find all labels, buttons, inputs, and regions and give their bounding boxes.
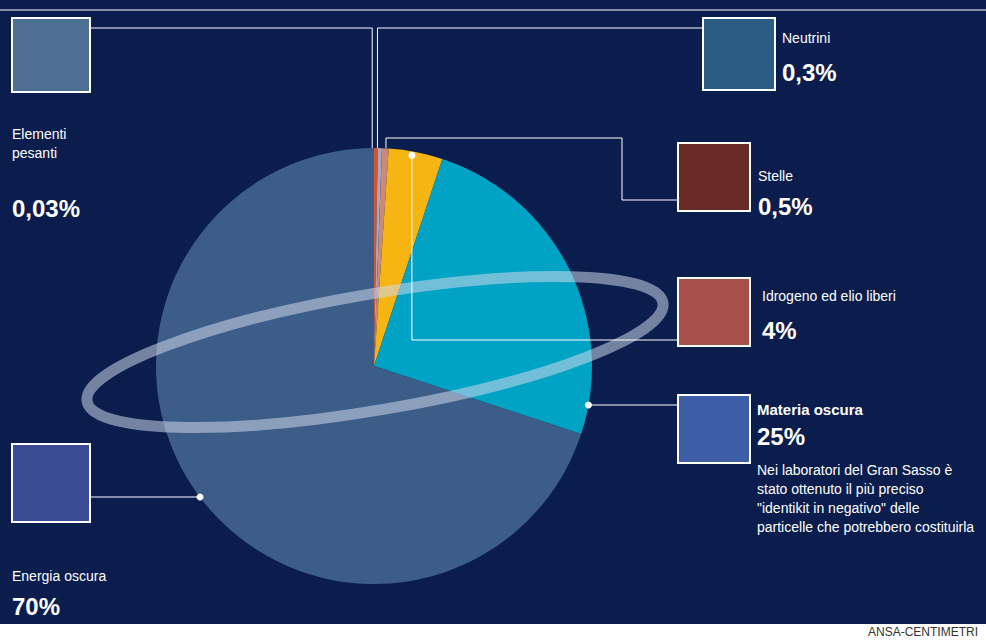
svg-text:25%: 25% — [757, 423, 805, 450]
svg-text:Neutrini: Neutrini — [782, 30, 830, 46]
svg-text:Nei laboratori del Gran Sasso: Nei laboratori del Gran Sasso è — [757, 462, 956, 478]
svg-text:ANSA-CENTIMETRI: ANSA-CENTIMETRI — [868, 625, 978, 639]
svg-text:stato ottenuto il più preciso: stato ottenuto il più preciso — [757, 481, 927, 497]
svg-text:Energia oscura: Energia oscura — [12, 568, 106, 584]
svg-text:70%: 70% — [12, 593, 60, 620]
svg-text:particelle che potrebbero cost: particelle che potrebbero costituirla — [757, 519, 974, 535]
svg-text:0,3%: 0,3% — [782, 59, 837, 86]
svg-text:Elementi: Elementi — [12, 126, 70, 142]
svg-text:0,03%: 0,03% — [12, 195, 80, 222]
svg-text:"identikit in negativo" delle: "identikit in negativo" delle — [757, 500, 923, 516]
svg-text:0,5%: 0,5% — [758, 193, 813, 220]
svg-text:4%: 4% — [762, 317, 797, 344]
svg-text:pesanti: pesanti — [12, 145, 57, 161]
svg-text:Idrogeno ed elio liberi: Idrogeno ed elio liberi — [762, 288, 896, 304]
svg-text:Materia oscura: Materia oscura — [757, 401, 864, 418]
svg-text:Stelle: Stelle — [758, 168, 793, 184]
